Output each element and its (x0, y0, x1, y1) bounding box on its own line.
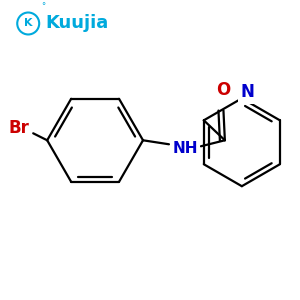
Text: Kuujia: Kuujia (46, 14, 109, 32)
Text: NH: NH (172, 141, 198, 156)
Text: O: O (216, 81, 230, 99)
Text: °: ° (41, 2, 45, 11)
Text: K: K (24, 19, 32, 28)
Text: Br: Br (9, 119, 30, 137)
Text: N: N (241, 83, 255, 101)
